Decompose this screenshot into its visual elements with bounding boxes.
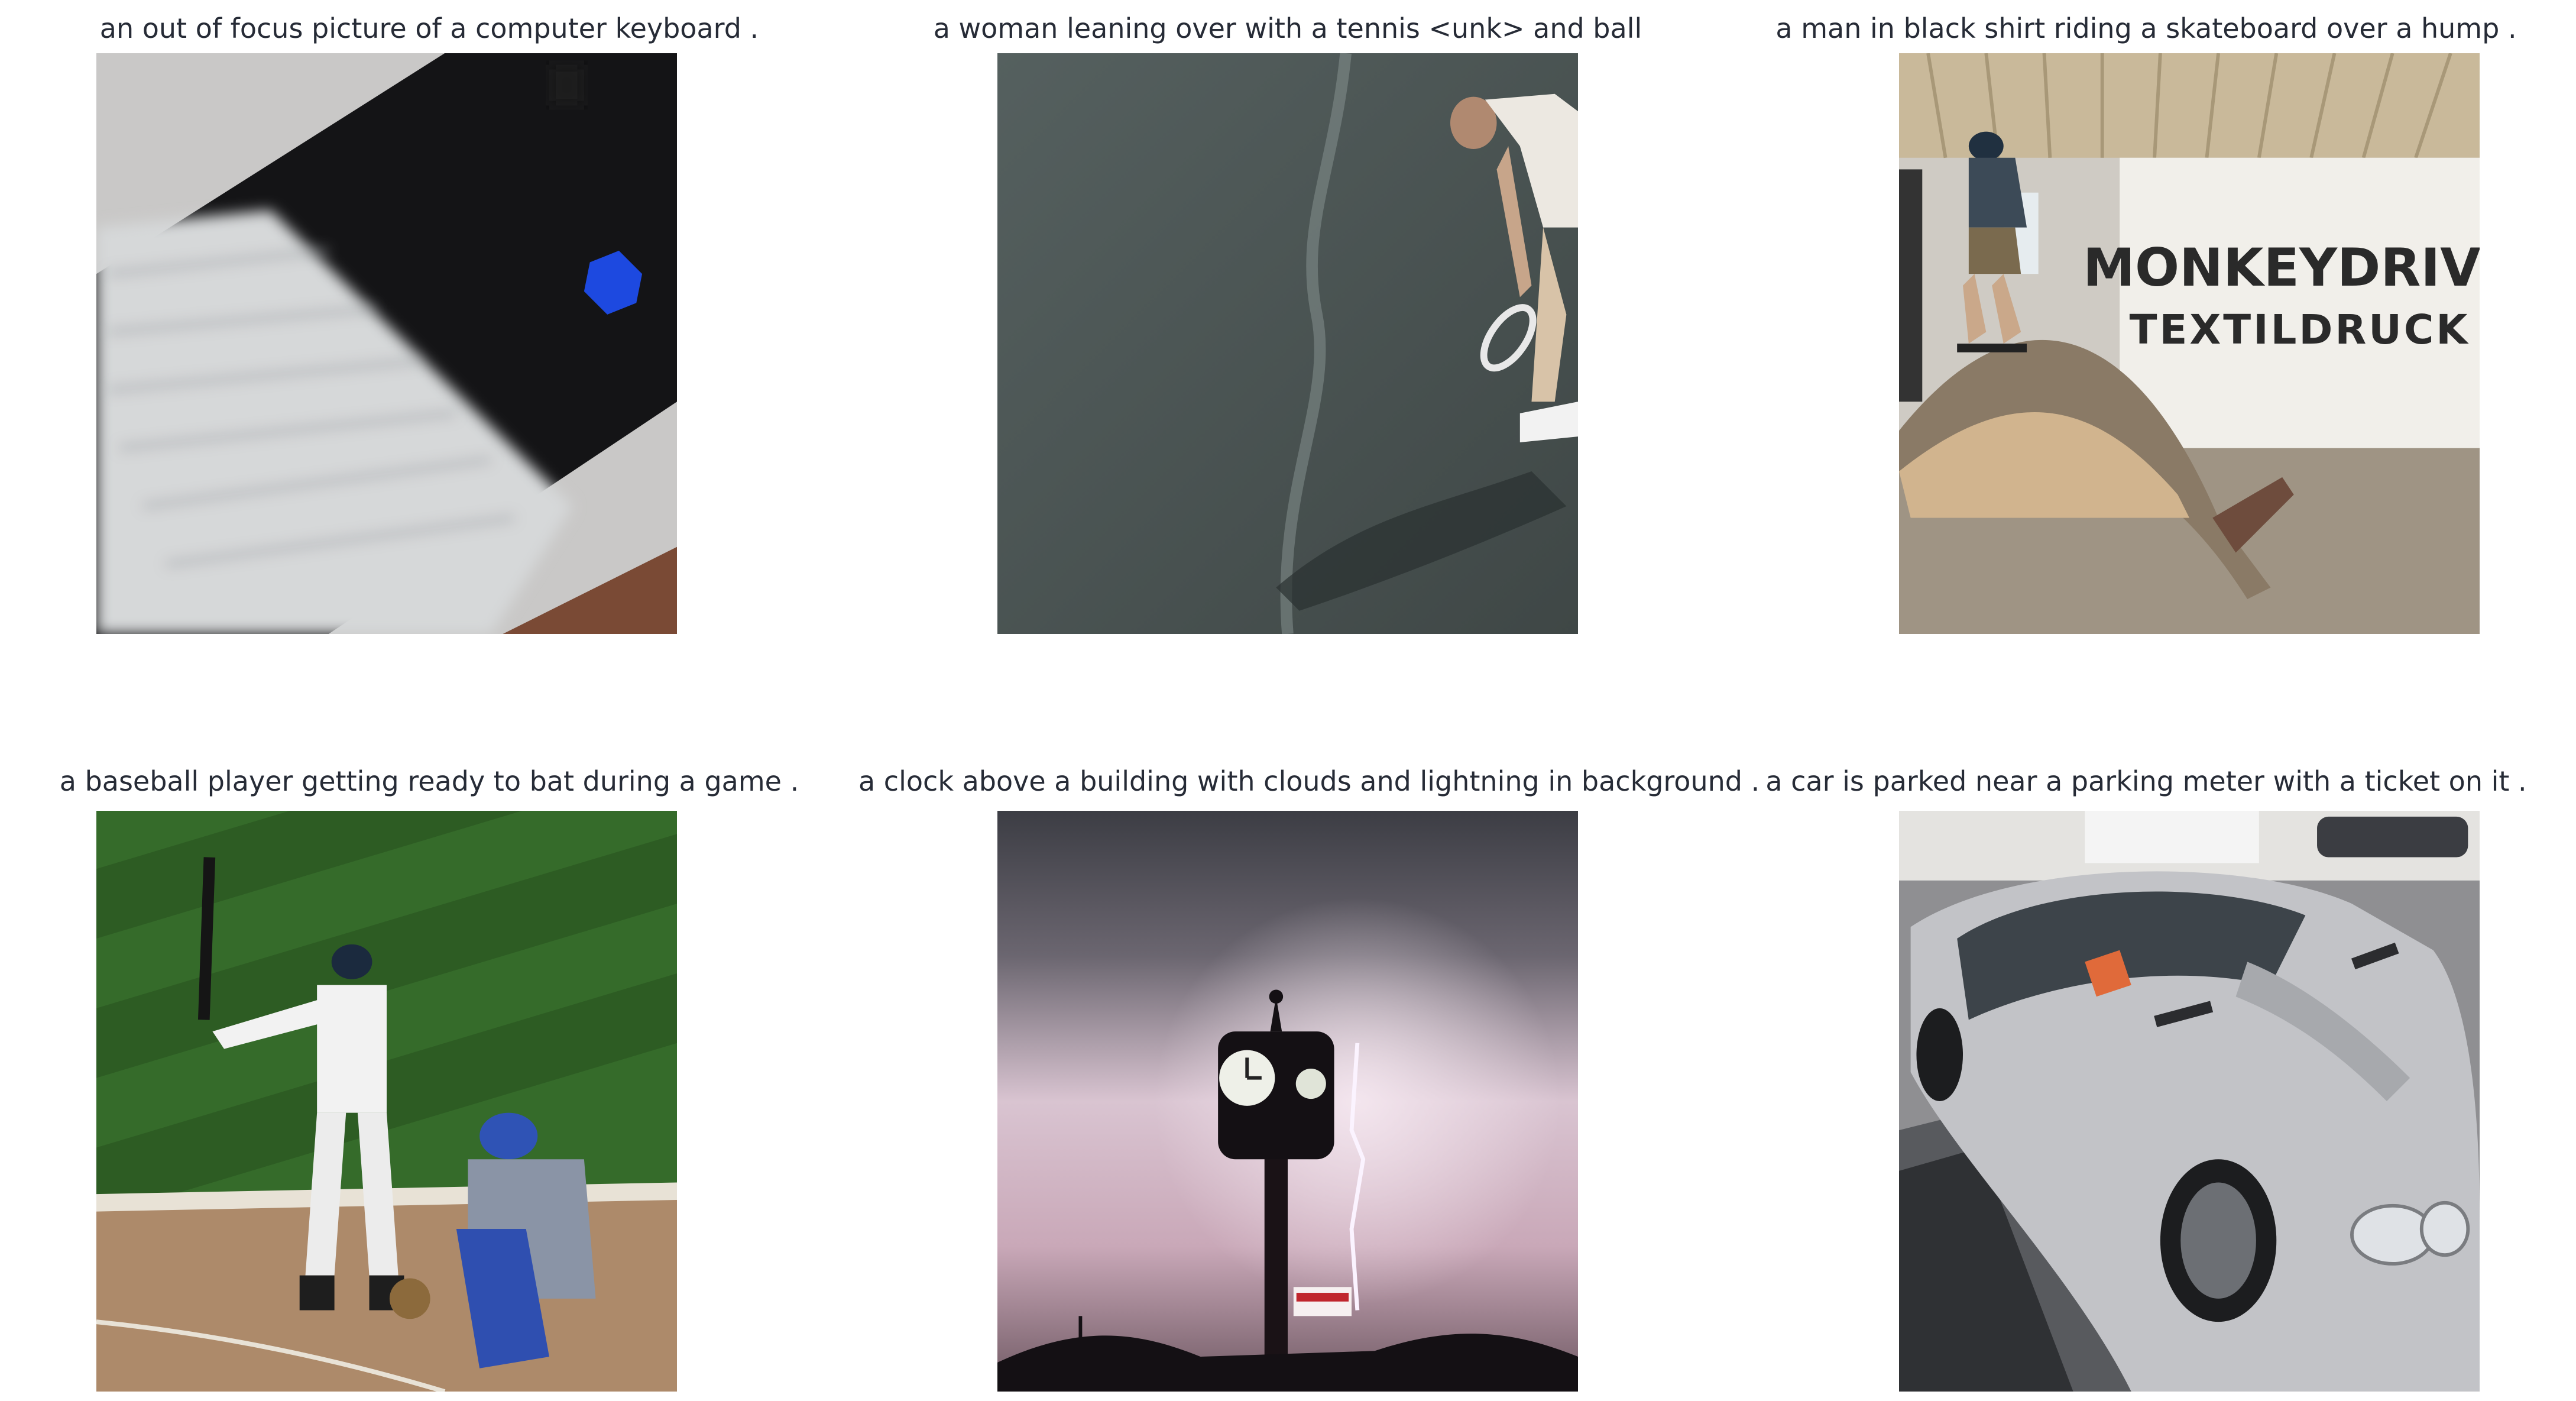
image-baseball [96,811,677,1392]
image-clock [997,811,1578,1392]
caption-baseball: a baseball player getting ready to bat d… [59,765,799,797]
panel-car: a car is parked near a parking meter wit… [1717,700,2575,1400]
image-keyboard [96,53,677,634]
image-tennis [997,53,1578,634]
image-skateboard: MONKEYDRIVE TEXTILDRUCK [1899,53,2480,634]
panel-keyboard: an out of focus picture of a computer ke… [0,0,858,700]
caption-keyboard: an out of focus picture of a computer ke… [99,12,759,44]
banner-line2: TEXTILDRUCK [2130,306,2470,354]
panel-baseball: a baseball player getting ready to bat d… [0,700,858,1400]
panel-skateboard: a man in black shirt riding a skateboard… [1717,0,2575,700]
banner-line1: MONKEYDRIVE [2083,237,2480,298]
silver-car-photo [1899,811,2480,1392]
image-car [1899,811,2480,1392]
caption-skateboard: a man in black shirt riding a skateboard… [1775,12,2517,44]
panel-clock: a clock above a building with clouds and… [858,700,1760,1400]
caption-car: a car is parked near a parking meter wit… [1765,765,2527,797]
caption-tennis: a woman leaning over with a tennis <unk>… [933,12,1642,44]
panel-tennis: a woman leaning over with a tennis <unk>… [858,0,1717,700]
blurred-keyboard-photo [96,53,677,634]
clock-lightning-photo [997,811,1578,1392]
skateboard-ramp-photo: MONKEYDRIVE TEXTILDRUCK [1899,53,2480,634]
baseball-batter-photo [96,811,677,1392]
caption-clock: a clock above a building with clouds and… [858,765,1760,797]
tennis-player-photo [997,53,1578,634]
